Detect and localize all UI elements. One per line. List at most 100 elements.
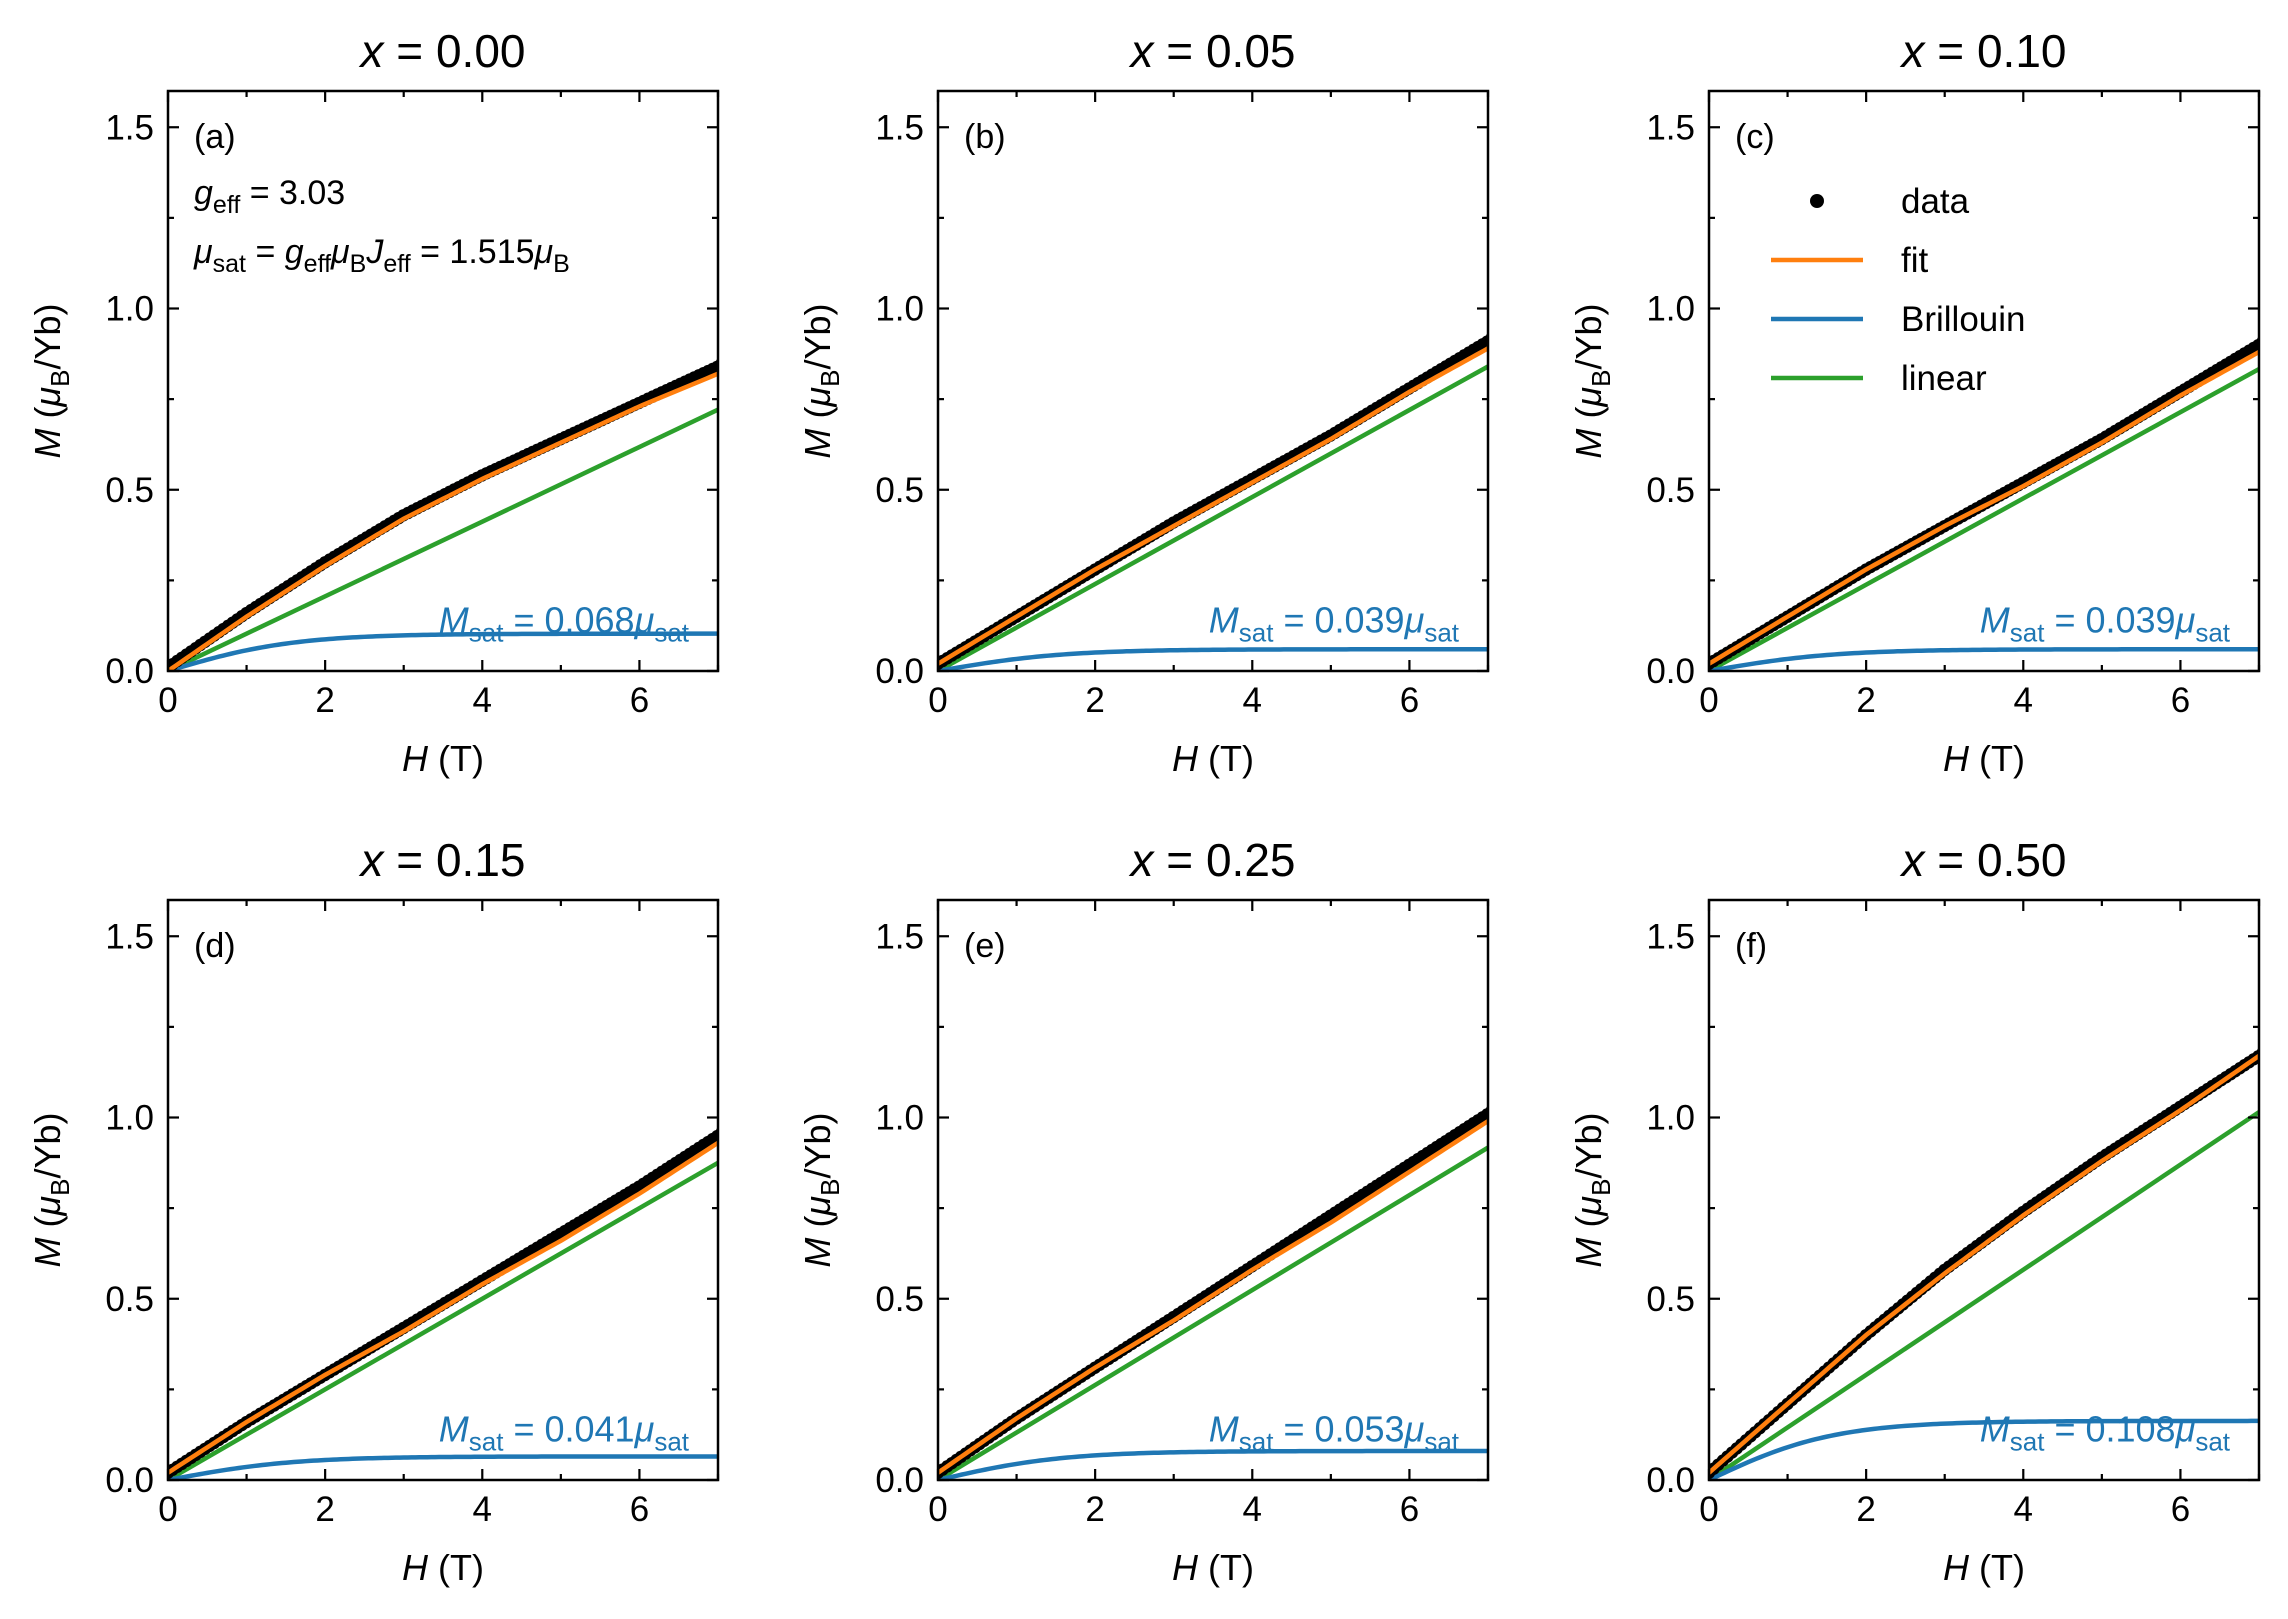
title-value: 0.15: [436, 834, 526, 886]
plot-area: [938, 332, 1488, 671]
msat-symbol: M: [439, 1408, 469, 1449]
x-tick-label: 0: [928, 1490, 947, 1529]
y-label-variable: M: [1568, 429, 1609, 459]
msat-annotation: Msat = 0.039μsat: [1980, 599, 2231, 647]
y-tick-label: 0.0: [105, 1461, 154, 1500]
msat-sub2: sat: [654, 1426, 689, 1456]
y-label-paren: (: [797, 1216, 838, 1238]
msat-mu: μ: [2175, 1408, 2196, 1449]
title-equals: =: [384, 834, 436, 886]
linear-line: [938, 1145, 1488, 1480]
x-tick-label: 6: [1400, 1490, 1419, 1529]
y-tick-label: 0.5: [1646, 471, 1695, 510]
y-label-rest: /Yb): [27, 1112, 68, 1178]
brillouin-line: [1709, 647, 2259, 671]
g-sub: eff: [213, 191, 240, 219]
y-label-variable: M: [27, 429, 68, 459]
y-axis-label: M (μB/Yb): [797, 1112, 845, 1267]
title-value: 0.05: [1206, 25, 1296, 77]
panel-label: (e): [964, 927, 1006, 965]
y-label-sub: B: [1586, 369, 1616, 386]
legend: data fit Brillouin linear: [1771, 182, 2026, 398]
y-label-rest: /Yb): [797, 1112, 838, 1178]
y-label-mu: μ: [1568, 387, 1609, 408]
brillouin-line: [1709, 1418, 2259, 1480]
x-axis-label: H (T): [1172, 738, 1254, 779]
g-symbol: g: [194, 174, 213, 212]
x-label-unit: (T): [1969, 1547, 2025, 1588]
y-tick-label: 0.0: [105, 652, 154, 691]
title-variable: x: [1129, 25, 1156, 77]
x-label-variable: H: [1172, 1547, 1199, 1588]
y-label-sub: B: [45, 369, 75, 386]
msat-symbol: M: [1980, 599, 2010, 640]
panel-title: x = 0.00: [359, 25, 526, 77]
y-axis-label: M (μB/Yb): [797, 303, 845, 458]
x-label-unit: (T): [1198, 1547, 1254, 1588]
y-label-sub: B: [815, 369, 845, 386]
chart-panel-c: x = 0.100 2 4 60.00.51.01.5H (T)M (μB/Yb)(c…: [1568, 25, 2261, 779]
fit-line: [168, 1140, 718, 1475]
msat-sub2: sat: [1424, 1426, 1459, 1456]
title-equals: =: [1925, 834, 1977, 886]
panel-label: (d): [194, 927, 236, 965]
mu-sat-equals: =: [246, 233, 285, 271]
x-axis-label: H (T): [402, 738, 484, 779]
plot-area: [168, 358, 718, 671]
msat-sub: sat: [2010, 1426, 2045, 1456]
panels: x = 0.000 2 4 60.00.51.01.5H (T)M (μB/Yb)(a…: [27, 25, 2261, 1588]
y-tick-label: 1.5: [875, 108, 924, 147]
chart-panel-d: x = 0.150 2 4 60.00.51.01.5H (T)M (μB/Yb)(d…: [27, 834, 720, 1588]
title-equals: =: [384, 25, 436, 77]
plot-area: [938, 1105, 1488, 1480]
y-label-variable: M: [27, 1238, 68, 1268]
panel-label: (b): [964, 118, 1006, 156]
y-label-sub: B: [815, 1178, 845, 1195]
y-label-paren: (: [27, 407, 68, 429]
y-axis-label: M (μB/Yb): [1568, 1112, 1616, 1267]
linear-line: [1709, 367, 2259, 671]
title-equals: =: [1154, 834, 1206, 886]
brillouin-line: [938, 647, 1488, 671]
fit-line: [938, 346, 1488, 666]
panel-title: x = 0.25: [1129, 834, 1296, 886]
title-value: 0.50: [1977, 834, 2067, 886]
x-tick-label: 0: [1699, 681, 1718, 720]
x-label-variable: H: [402, 738, 429, 779]
plot-area: [1709, 336, 2259, 671]
y-label-variable: M: [1568, 1238, 1609, 1268]
y-label-sub: B: [45, 1178, 75, 1195]
x-tick-label: 4: [473, 681, 492, 720]
x-tick-label: 0: [158, 1490, 177, 1529]
y-label-mu: μ: [27, 387, 68, 408]
title-equals: =: [1154, 25, 1206, 77]
y-tick-label: 1.5: [105, 917, 154, 956]
chart-panel-f: x = 0.500 2 4 60.00.51.01.5H (T)M (μB/Yb)(f…: [1568, 834, 2261, 1588]
y-tick-label: 0.0: [1646, 652, 1695, 691]
y-tick-label: 1.0: [1646, 1099, 1695, 1138]
x-tick-label: 2: [315, 1490, 334, 1529]
y-tick-label: 1.0: [875, 1099, 924, 1138]
title-value: 0.10: [1977, 25, 2067, 77]
y-label-paren: (: [1568, 407, 1609, 429]
panel-title: x = 0.50: [1900, 834, 2067, 886]
msat-symbol: M: [1209, 599, 1239, 640]
mu-sat-g: g: [285, 233, 304, 271]
title-equals: =: [1925, 25, 1977, 77]
plot-frame: [1707, 898, 2261, 1482]
plot-frame: [936, 898, 1490, 1482]
x-tick-label: 6: [2171, 681, 2190, 720]
x-label-unit: (T): [428, 1547, 484, 1588]
y-label-variable: M: [797, 429, 838, 459]
panel-title: x = 0.15: [359, 834, 526, 886]
g-value: = 3.03: [240, 174, 345, 212]
msat-sub2: sat: [2195, 1426, 2230, 1456]
x-tick-label: 2: [315, 681, 334, 720]
x-tick-label: 0: [928, 681, 947, 720]
msat-symbol: M: [1209, 1408, 1239, 1449]
msat-value: = 0.039: [1273, 599, 1404, 640]
msat-annotation: Msat = 0.041μsat: [439, 1408, 690, 1456]
legend-label-linear: linear: [1901, 359, 1987, 398]
brillouin-line: [168, 1454, 718, 1480]
